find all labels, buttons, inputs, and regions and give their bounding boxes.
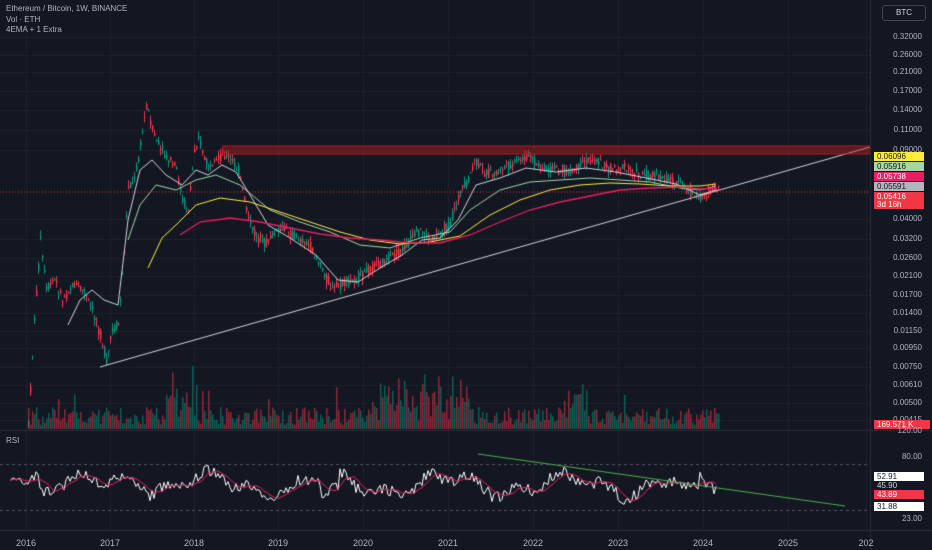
time-axis-label: 2016 (15, 538, 37, 548)
time-axis-label: 2023 (607, 538, 629, 548)
price-tag: 3d 16h (874, 200, 924, 209)
price-scale-label: 0.14000 (893, 105, 922, 114)
price-scale-label: 0.32000 (893, 32, 922, 41)
price-scale-label: 0.11000 (893, 125, 922, 134)
price-scale-label: 0.00610 (893, 380, 922, 389)
rsi-tag: 43.89 (874, 490, 924, 499)
price-scale-label: 0.00950 (893, 343, 922, 352)
price-scale-label: 0.09000 (893, 145, 922, 154)
rsi-title: RSI (6, 436, 20, 445)
time-axis-label: 2024 (692, 538, 714, 548)
price-scale-label: 0.02100 (893, 271, 922, 280)
volume-tag: 169.571 K (874, 420, 930, 429)
price-scale-label: 0.04000 (893, 214, 922, 223)
rsi-tag: 45.90 (874, 481, 924, 490)
volume-legend: Vol · ETH (6, 15, 41, 24)
price-scale-label: 0.01400 (893, 308, 922, 317)
rsi-scale-label: 80.00 (901, 452, 922, 461)
price-tag: 0.05916 (874, 162, 924, 171)
time-axis-label: 2017 (99, 538, 121, 548)
price-scale-label: 0.17000 (893, 86, 922, 95)
price-scale-label: 0.21000 (893, 67, 922, 76)
price-scale-label: 0.01150 (893, 326, 922, 335)
time-axis-label: 2018 (183, 538, 205, 548)
price-tag: 0.05738 (874, 172, 924, 181)
price-tag: 0.06096 (874, 152, 924, 161)
time-axis-label: 2020 (352, 538, 374, 548)
time-axis-label: 2022 (522, 538, 544, 548)
time-axis-label: 2025 (777, 538, 799, 548)
price-scale-label: 0.01700 (893, 290, 922, 299)
price-tag: 0.05416 (874, 192, 924, 201)
price-scale-label: 0.00750 (893, 362, 922, 371)
time-axis-label: 2019 (267, 538, 289, 548)
rsi-tag: 52.91 (874, 472, 924, 481)
rsi-scale-label: 120.00 (897, 426, 922, 435)
price-scale-label: 0.02600 (893, 253, 922, 262)
price-tag: 0.05591 (874, 182, 924, 191)
currency-button[interactable]: BTC (882, 5, 926, 21)
time-axis-label: 2021 (437, 538, 459, 548)
indicator-legend: 4EMA + 1 Extra (6, 25, 62, 34)
price-scale-label: 0.00415 (893, 415, 922, 424)
time-axis-label: 202 (858, 538, 874, 548)
symbol-title: Ethereum / Bitcoin, 1W, BINANCE (6, 4, 128, 13)
rsi-tag: 31.88 (874, 502, 924, 511)
price-scale-label: 0.00500 (893, 398, 922, 407)
rsi-scale-label: 23.00 (901, 514, 922, 523)
price-scale-label: 0.26000 (893, 50, 922, 59)
price-scale-label: 0.03200 (893, 234, 922, 243)
